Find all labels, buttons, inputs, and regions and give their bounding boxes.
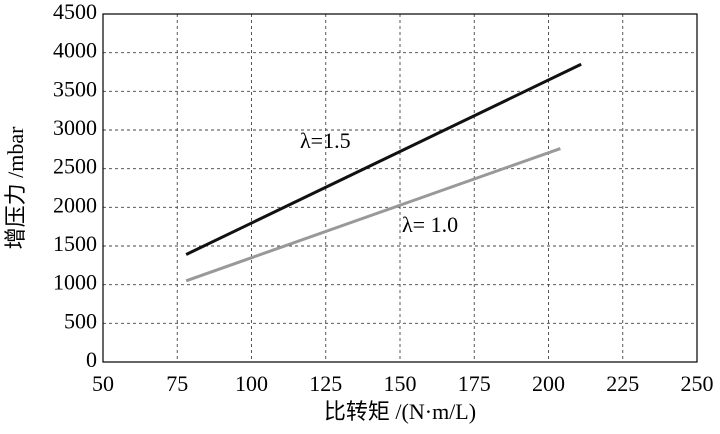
x-tick-label: 225 <box>606 371 639 396</box>
x-tick-label: 250 <box>681 371 714 396</box>
y-tick-label: 3000 <box>53 115 97 140</box>
series-line <box>185 62 582 256</box>
y-tick-label: 4500 <box>53 0 97 24</box>
y-tick-label: 3500 <box>53 76 97 101</box>
y-tick-label: 4000 <box>53 38 97 63</box>
y-axis-label: 增压力 /mbar <box>3 126 28 249</box>
plot-frame <box>102 13 698 363</box>
x-tick-label: 150 <box>384 371 417 396</box>
x-tick-label: 125 <box>309 371 342 396</box>
x-axis-label: 比转矩 /(N·m/L) <box>324 399 476 424</box>
y-tick-label: 2000 <box>53 192 97 217</box>
y-tick-label: 2500 <box>53 154 97 179</box>
series-label: λ= 1.0 <box>402 212 458 237</box>
y-tick-label: 1500 <box>53 231 97 256</box>
y-tick-label: 0 <box>86 347 97 372</box>
series-label: λ=1.5 <box>300 128 351 153</box>
y-tick-label: 500 <box>64 308 97 333</box>
x-tick-label: 50 <box>92 371 114 396</box>
y-tick-label: 1000 <box>53 270 97 295</box>
x-tick-label: 100 <box>235 371 268 396</box>
x-tick-label: 75 <box>166 371 188 396</box>
x-tick-label: 200 <box>532 371 565 396</box>
x-tick-label: 175 <box>458 371 491 396</box>
series-line <box>185 147 561 283</box>
